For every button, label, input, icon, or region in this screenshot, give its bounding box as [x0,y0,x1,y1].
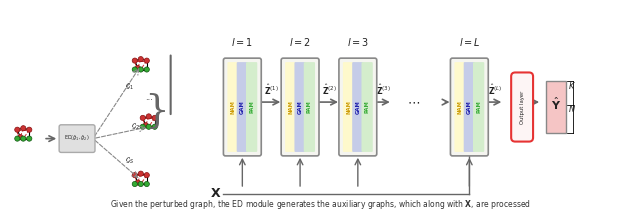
FancyBboxPatch shape [464,62,475,152]
Text: }: } [144,94,169,130]
FancyBboxPatch shape [59,125,95,152]
FancyBboxPatch shape [473,62,484,152]
Text: $l=3$: $l=3$ [347,36,369,48]
Text: NAM: NAM [346,100,351,114]
FancyBboxPatch shape [339,58,377,156]
Text: $N$: $N$ [568,104,576,115]
Text: NAM: NAM [458,100,463,114]
FancyBboxPatch shape [285,62,296,152]
Circle shape [144,67,149,72]
Text: $\hat{\mathbf{Z}}^{(1)}$: $\hat{\mathbf{Z}}^{(1)}$ [264,83,278,97]
Circle shape [132,173,138,178]
Text: $\mathcal{G}_1$: $\mathcal{G}_1$ [125,82,134,92]
Text: $\mathcal{G}_S$: $\mathcal{G}_S$ [125,155,134,166]
Circle shape [146,114,152,119]
Circle shape [132,67,138,72]
Text: ...: ... [145,93,153,102]
Circle shape [27,136,32,141]
Text: $\hat{\mathbf{Z}}^{(3)}$: $\hat{\mathbf{Z}}^{(3)}$ [376,83,391,97]
Text: $K$: $K$ [568,80,576,91]
Circle shape [15,127,20,132]
Circle shape [135,66,140,71]
Text: $\mathcal{G}_2$: $\mathcal{G}_2$ [131,122,140,132]
Circle shape [144,58,149,63]
Circle shape [143,123,148,128]
Text: GAM: GAM [355,100,360,114]
Text: PAM: PAM [365,101,370,113]
Text: $\mathrm{ED}(\hat{g}_1, \hat{g}_2)$: $\mathrm{ED}(\hat{g}_1, \hat{g}_2)$ [64,134,90,143]
Text: GAM: GAM [240,100,245,114]
FancyBboxPatch shape [294,62,306,152]
Circle shape [138,171,143,176]
FancyBboxPatch shape [343,62,354,152]
Circle shape [18,135,23,140]
Circle shape [146,124,152,129]
FancyBboxPatch shape [281,58,319,156]
Circle shape [140,115,145,120]
FancyBboxPatch shape [227,62,239,152]
Circle shape [20,136,26,141]
FancyBboxPatch shape [546,81,566,133]
FancyBboxPatch shape [223,58,261,156]
Circle shape [135,180,140,185]
Circle shape [138,57,143,62]
Circle shape [152,124,157,129]
FancyBboxPatch shape [246,62,257,152]
FancyBboxPatch shape [511,72,533,141]
FancyBboxPatch shape [362,62,372,152]
Text: GAM: GAM [467,100,472,114]
Circle shape [138,181,143,187]
Text: $l=2$: $l=2$ [289,36,311,48]
Circle shape [27,127,32,132]
Text: PAM: PAM [476,101,481,113]
Text: NAM: NAM [288,100,293,114]
FancyBboxPatch shape [304,62,315,152]
Text: $l=1$: $l=1$ [232,36,253,48]
FancyBboxPatch shape [454,62,466,152]
Text: $\hat{\mathbf{Z}}^{(2)}$: $\hat{\mathbf{Z}}^{(2)}$ [321,83,337,97]
FancyBboxPatch shape [352,62,364,152]
Text: PAM: PAM [249,101,254,113]
FancyBboxPatch shape [451,58,488,156]
Text: NAM: NAM [230,100,236,114]
Circle shape [152,115,157,120]
Circle shape [138,67,143,72]
Circle shape [140,124,145,129]
Text: Given the perturbed graph, the ED module generates the auxiliary graphs, which a: Given the perturbed graph, the ED module… [109,198,531,211]
Circle shape [15,136,20,141]
Text: $l=L$: $l=L$ [459,36,480,48]
Text: Output layer: Output layer [520,90,525,124]
Text: GAM: GAM [298,100,303,114]
FancyBboxPatch shape [237,62,248,152]
Circle shape [144,181,149,187]
Circle shape [132,58,138,63]
Text: $\hat{\mathbf{Y}}$: $\hat{\mathbf{Y}}$ [551,96,561,112]
Circle shape [20,126,26,131]
Circle shape [132,181,138,187]
Text: $\hat{\mathbf{Z}}^{(L)}$: $\hat{\mathbf{Z}}^{(L)}$ [488,83,502,97]
Circle shape [144,173,149,178]
Text: $\mathbf{X}$: $\mathbf{X}$ [210,187,221,200]
Text: PAM: PAM [307,101,312,113]
Text: $\cdots$: $\cdots$ [407,95,420,108]
